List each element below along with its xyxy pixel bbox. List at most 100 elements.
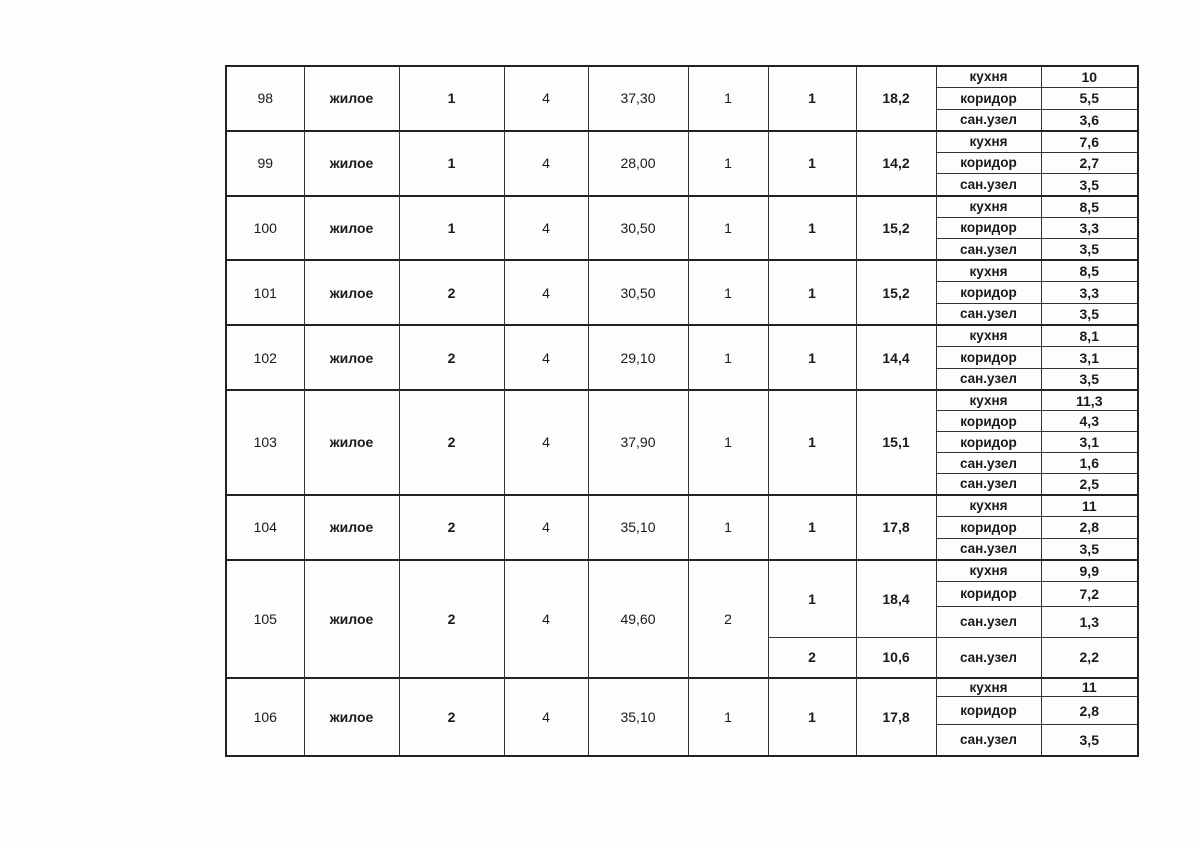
group-area: 14,2: [855, 129, 937, 197]
room-name: сан.узел: [935, 606, 1042, 639]
group-area: 15,2: [855, 259, 937, 326]
group-number: 1: [767, 65, 857, 132]
group-area: 10,6: [855, 637, 937, 679]
group-count: 1: [687, 194, 769, 261]
room-name: кухня: [935, 493, 1042, 517]
room-name: кухня: [935, 676, 1042, 698]
room-name: кухня: [935, 129, 1042, 153]
total-area: 30,50: [587, 259, 689, 326]
value-col4: 4: [503, 194, 589, 261]
group-number: 1: [767, 259, 857, 326]
floor-value: 2: [398, 259, 505, 326]
apartment-number: 105: [225, 558, 305, 679]
value-col4: 4: [503, 558, 589, 679]
group-number: 1: [767, 324, 857, 391]
total-area: 35,10: [587, 493, 689, 561]
total-area: 49,60: [587, 558, 689, 679]
floor-value: 1: [398, 65, 505, 132]
table-row: 103 жилое 2 4 37,90 1 1 15,1 кухня 11,3: [225, 388, 1139, 496]
room-area: 1,6: [1040, 452, 1139, 475]
group-area: 18,2: [855, 65, 937, 132]
apartment-type: жилое: [303, 129, 400, 197]
room-area: 3,5: [1040, 724, 1139, 757]
room-area: 7,6: [1040, 129, 1139, 153]
group-count: 2: [687, 558, 769, 679]
room-area: 2,8: [1040, 696, 1139, 726]
room-area: 3,5: [1040, 238, 1139, 261]
value-col4: 4: [503, 65, 589, 132]
group-count: 1: [687, 259, 769, 326]
apartment-number: 102: [225, 324, 305, 391]
room-area: 2,8: [1040, 516, 1139, 539]
room-area: 3,1: [1040, 431, 1139, 454]
room-area: 3,3: [1040, 216, 1139, 240]
room-area: 1,3: [1040, 606, 1139, 639]
total-area: 30,50: [587, 194, 689, 261]
floor-value: 1: [398, 194, 505, 261]
room-name: коридор: [935, 281, 1042, 305]
room-name: кухня: [935, 558, 1042, 583]
table-row: 102 жилое 2 4 29,10 1 1 14,4 кухня 8,1: [225, 324, 1139, 391]
group-area: 15,1: [855, 388, 937, 496]
total-area: 37,90: [587, 388, 689, 496]
room-name: коридор: [935, 216, 1042, 240]
floor-value: 2: [398, 493, 505, 561]
group-count: 1: [687, 129, 769, 197]
room-name: сан.узел: [935, 452, 1042, 475]
room-area: 9,9: [1040, 558, 1139, 583]
group-area: 17,8: [855, 676, 937, 757]
table-row: коридор 2,8: [226, 696, 1139, 726]
apartment-number: 106: [225, 676, 305, 757]
room-area: 3,3: [1040, 281, 1139, 305]
value-col4: 4: [503, 324, 589, 391]
floor-value: 2: [398, 676, 505, 757]
group-number: 1: [767, 558, 857, 639]
room-name: сан.узел: [935, 537, 1042, 561]
group-number: 2: [767, 637, 857, 679]
room-name: коридор: [935, 581, 1042, 608]
floor-value: 2: [398, 558, 505, 679]
room-area: 4,3: [1040, 410, 1139, 433]
table-row: сан.узел 1,6: [226, 452, 1139, 475]
room-area: 2,5: [1040, 473, 1139, 496]
room-name: коридор: [935, 346, 1042, 369]
room-area: 8,5: [1040, 194, 1139, 218]
floor-value: 2: [398, 324, 505, 391]
total-area: 29,10: [587, 324, 689, 391]
room-name: сан.узел: [935, 238, 1042, 261]
table-row: коридор 2,7: [226, 151, 1139, 175]
table-row: сан.узел 3,5: [226, 724, 1139, 757]
group-number: 1: [767, 493, 857, 561]
group-count: 1: [687, 324, 769, 391]
total-area: 37,30: [587, 65, 689, 132]
apartment-number: 101: [225, 259, 305, 326]
table-row: сан.узел 3,5: [226, 303, 1139, 326]
table-row: 100 жилое 1 4 30,50 1 1 15,2 кухня 8,5: [225, 194, 1139, 261]
room-area: 7,2: [1040, 581, 1139, 608]
table-row: 105 жилое 2 4 49,60 2 1 18,4 кухня 9,9: [225, 558, 1139, 679]
room-name: кухня: [935, 194, 1042, 218]
value-col4: 4: [503, 493, 589, 561]
room-name: коридор: [935, 696, 1042, 726]
apartment-type: жилое: [303, 388, 400, 496]
room-area: 11: [1040, 493, 1139, 517]
floor-value: 1: [398, 129, 505, 197]
apartment-number: 100: [225, 194, 305, 261]
value-col4: 4: [503, 388, 589, 496]
room-area: 3,5: [1040, 537, 1139, 561]
table-row: 104 жилое 2 4 35,10 1 1 17,8 кухня 11: [225, 493, 1139, 561]
room-name: сан.узел: [935, 173, 1042, 197]
room-area: 2,2: [1040, 637, 1139, 679]
group-number: 1: [767, 388, 857, 496]
value-col4: 4: [503, 129, 589, 197]
room-name: кухня: [935, 388, 1042, 412]
apartments-table: 98 жилое 1 4 37,30 1 1 18,2 кухня 10 коридор 5,5 сан…: [225, 65, 1139, 757]
room-name: кухня: [935, 65, 1042, 89]
apartment-number: 103: [225, 388, 305, 496]
room-name: кухня: [935, 324, 1042, 348]
group-area: 14,4: [855, 324, 937, 391]
apartment-type: жилое: [303, 259, 400, 326]
room-area: 11,3: [1040, 388, 1139, 412]
apartment-type: жилое: [303, 324, 400, 391]
group-count: 1: [687, 493, 769, 561]
